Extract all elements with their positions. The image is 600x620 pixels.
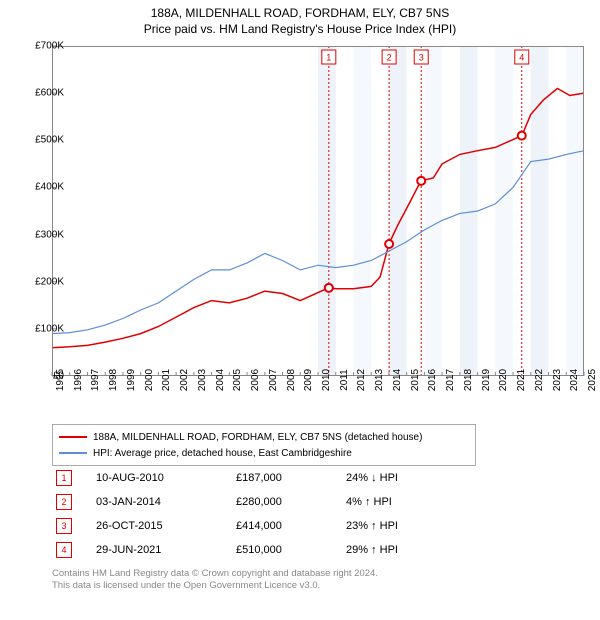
- event-number-box: 4: [56, 542, 72, 558]
- x-tick-label: 2013: [374, 369, 385, 391]
- x-tick-label: 2015: [410, 369, 421, 391]
- event-number-box: 2: [56, 494, 72, 510]
- event-row: 110-AUG-2010£187,00024% ↓ HPI: [52, 466, 512, 490]
- legend-label-property: 188A, MILDENHALL ROAD, FORDHAM, ELY, CB7…: [93, 432, 422, 443]
- event-number-box: 3: [56, 518, 72, 534]
- event-row: 203-JAN-2014£280,0004% ↑ HPI: [52, 490, 512, 514]
- legend-swatch-hpi: [59, 452, 87, 454]
- legend-swatch-property: [59, 436, 87, 438]
- chart-area: 1234: [52, 46, 584, 376]
- legend-row-hpi: HPI: Average price, detached house, East…: [59, 445, 469, 461]
- event-row: 326-OCT-2015£414,00023% ↑ HPI: [52, 514, 512, 538]
- event-price: £414,000: [236, 520, 346, 532]
- event-delta: 4% ↑ HPI: [346, 496, 466, 508]
- x-tick-label: 2002: [179, 369, 190, 391]
- x-tick-label: 2007: [268, 369, 279, 391]
- x-tick-label: 2004: [215, 369, 226, 391]
- event-row: 429-JUN-2021£510,00029% ↑ HPI: [52, 538, 512, 562]
- event-number-box: 1: [56, 470, 72, 486]
- x-tick-label: 2010: [321, 369, 332, 391]
- x-tick-label: 2022: [534, 369, 545, 391]
- chart-border: [52, 46, 584, 376]
- event-price: £280,000: [236, 496, 346, 508]
- x-tick-label: 2016: [427, 369, 438, 391]
- footer-line-2: This data is licensed under the Open Gov…: [52, 580, 378, 592]
- legend-box: 188A, MILDENHALL ROAD, FORDHAM, ELY, CB7…: [52, 424, 476, 466]
- y-tick-label: £700K: [35, 41, 64, 52]
- y-tick-label: £200K: [35, 276, 64, 287]
- event-date: 29-JUN-2021: [72, 544, 236, 556]
- x-tick-label: 1996: [73, 369, 84, 391]
- x-tick-label: 2021: [516, 369, 527, 391]
- events-table: 110-AUG-2010£187,00024% ↓ HPI203-JAN-201…: [52, 466, 512, 562]
- y-tick-label: £500K: [35, 135, 64, 146]
- x-tick-label: 2000: [144, 369, 155, 391]
- x-tick-label: 2025: [587, 369, 598, 391]
- footer-attribution: Contains HM Land Registry data © Crown c…: [52, 568, 378, 592]
- x-tick-label: 2003: [197, 369, 208, 391]
- y-tick-label: £600K: [35, 88, 64, 99]
- y-tick-label: £100K: [35, 323, 64, 334]
- event-delta: 24% ↓ HPI: [346, 472, 466, 484]
- x-tick-label: 2005: [232, 369, 243, 391]
- x-tick-label: 1997: [90, 369, 101, 391]
- y-tick-label: £400K: [35, 182, 64, 193]
- event-date: 03-JAN-2014: [72, 496, 236, 508]
- x-tick-label: 2006: [250, 369, 261, 391]
- x-tick-label: 2008: [286, 369, 297, 391]
- x-tick-label: 2023: [552, 369, 563, 391]
- x-tick-label: 2011: [339, 369, 350, 391]
- x-tick-label: 1995: [55, 369, 66, 391]
- x-tick-label: 2017: [445, 369, 456, 391]
- x-tick-label: 2019: [481, 369, 492, 391]
- x-tick-label: 2020: [498, 369, 509, 391]
- x-tick-label: 2024: [569, 369, 580, 391]
- legend-label-hpi: HPI: Average price, detached house, East…: [93, 448, 352, 459]
- chart-title-subtitle: Price paid vs. HM Land Registry's House …: [0, 22, 600, 36]
- event-price: £187,000: [236, 472, 346, 484]
- event-price: £510,000: [236, 544, 346, 556]
- event-date: 10-AUG-2010: [72, 472, 236, 484]
- footer-line-1: Contains HM Land Registry data © Crown c…: [52, 568, 378, 580]
- event-date: 26-OCT-2015: [72, 520, 236, 532]
- x-tick-label: 2012: [356, 369, 367, 391]
- legend-row-property: 188A, MILDENHALL ROAD, FORDHAM, ELY, CB7…: [59, 429, 469, 445]
- chart-title-address: 188A, MILDENHALL ROAD, FORDHAM, ELY, CB7…: [0, 6, 600, 20]
- y-tick-label: £300K: [35, 229, 64, 240]
- x-tick-label: 1998: [108, 369, 119, 391]
- x-tick-label: 2009: [303, 369, 314, 391]
- event-delta: 29% ↑ HPI: [346, 544, 466, 556]
- event-delta: 23% ↑ HPI: [346, 520, 466, 532]
- x-tick-label: 2014: [392, 369, 403, 391]
- x-tick-label: 2001: [161, 369, 172, 391]
- x-tick-label: 2018: [463, 369, 474, 391]
- x-tick-label: 1999: [126, 369, 137, 391]
